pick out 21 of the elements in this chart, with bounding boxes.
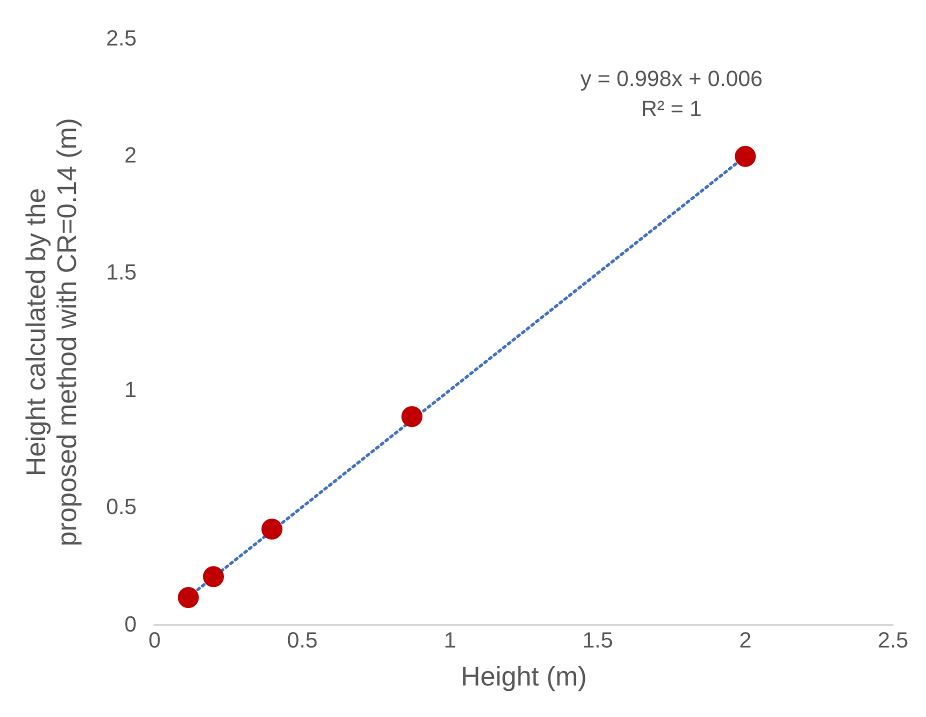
y-tick-label: 2 [124, 142, 137, 168]
x-tick-label: 2.5 [878, 627, 908, 652]
x-tick-label: 0.5 [287, 627, 318, 652]
y-tick-label: 0 [124, 611, 137, 636]
x-axis-title: Height (m) [460, 661, 587, 692]
point [261, 518, 282, 540]
x-tick-label: 2 [739, 627, 752, 652]
x-tick-label: 1 [444, 627, 456, 652]
y-tick-label: 1.5 [106, 260, 137, 285]
point [178, 587, 199, 608]
point [202, 566, 224, 588]
y-tick-label: 1 [124, 376, 137, 402]
point [401, 406, 422, 428]
y-tick-label: 2.5 [106, 25, 137, 50]
x-tick-label: 1.5 [582, 627, 613, 652]
point [734, 146, 756, 167]
annotation: R² = 1 [641, 96, 702, 122]
x-tick-label: 0 [148, 627, 161, 652]
annotation: y = 0.998x + 0.006 [580, 66, 763, 92]
y-axis-title: Height calculated by the proposed method with CR=0.14 (m) [20, 118, 82, 546]
y-tick-label: 0.5 [106, 494, 137, 520]
